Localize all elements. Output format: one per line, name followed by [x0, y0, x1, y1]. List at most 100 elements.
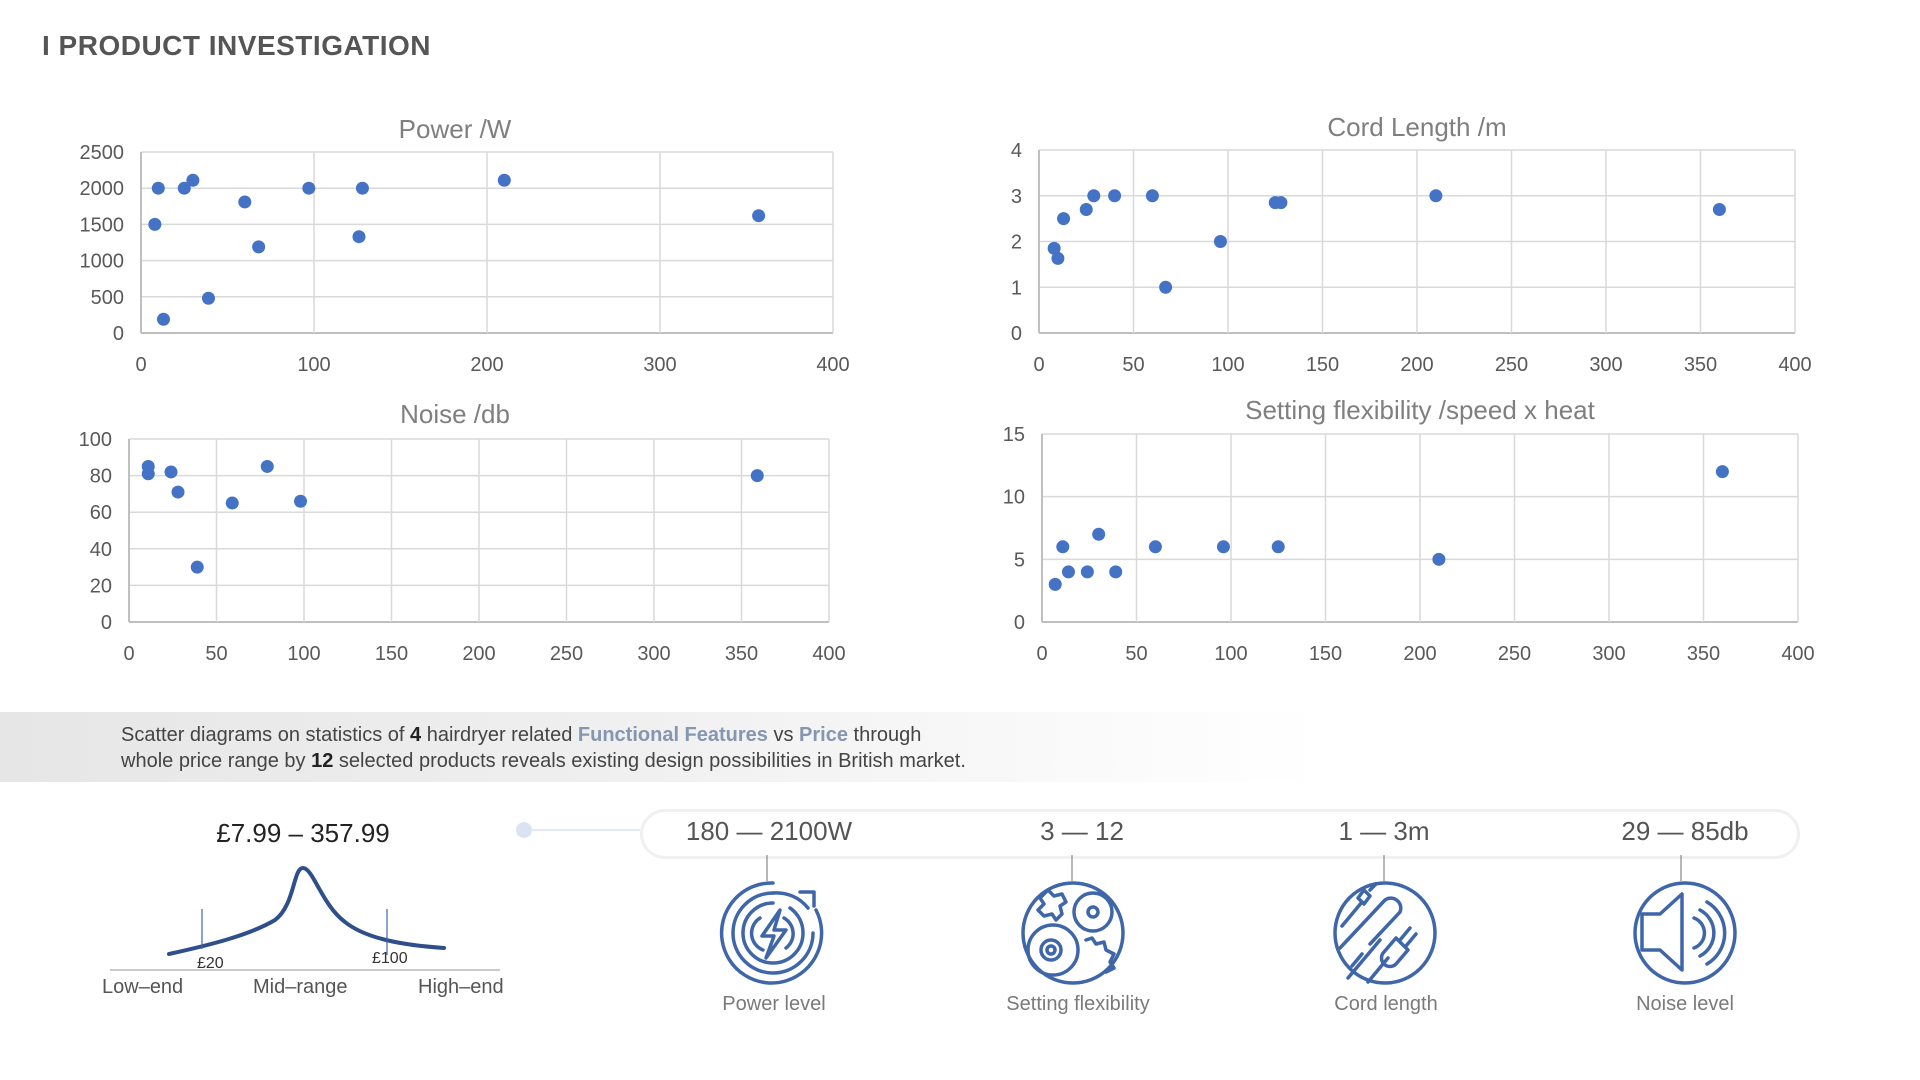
- highlight-price: Price: [799, 724, 848, 746]
- x-tick-label: 0: [1033, 354, 1044, 376]
- feature-count: 4: [410, 724, 422, 746]
- data-point: [260, 459, 274, 473]
- page-title: I PRODUCT INVESTIGATION: [42, 30, 431, 61]
- x-tick-label: 200: [462, 643, 495, 665]
- data-point: [1061, 565, 1075, 579]
- summary-line-2: whole price range by 12 selected product…: [121, 748, 966, 774]
- marker-label-20: £20: [197, 955, 224, 972]
- feature-range-bar: [640, 809, 1800, 859]
- text: Scatter diagrams on statistics of: [121, 724, 411, 746]
- x-tick-label: 50: [1125, 643, 1147, 665]
- data-point: [1159, 280, 1173, 294]
- data-point: [164, 465, 178, 479]
- text: through: [847, 724, 922, 746]
- x-tick-label: 150: [1306, 354, 1339, 376]
- data-point: [1712, 202, 1726, 216]
- chart-2: Cord Length /m 0 1 2 3 4 0 50 100 150 200 250 300 350…: [1011, 112, 1812, 376]
- price-distribution-curve: £20 £100: [110, 865, 500, 972]
- y-tick-label: 15: [1003, 424, 1025, 446]
- data-point: [1109, 565, 1123, 579]
- gears-icon: [1021, 881, 1125, 985]
- data-point: [294, 494, 307, 508]
- data-point: [1051, 251, 1065, 265]
- y-tick-label: 1500: [80, 214, 125, 236]
- segment-low-end: Low–end: [102, 976, 184, 998]
- data-point: [252, 240, 266, 254]
- x-tick-label: 250: [1498, 643, 1531, 665]
- x-tick-label: 100: [287, 643, 320, 665]
- data-point: [497, 173, 511, 187]
- x-tick-label: 50: [1122, 354, 1144, 376]
- y-tick-label: 80: [90, 466, 112, 488]
- y-tick-label: 1: [1011, 277, 1022, 299]
- y-tick-label: 2000: [80, 178, 125, 200]
- power-level-label: Power level: [722, 993, 826, 1015]
- x-tick-label: 400: [1778, 354, 1811, 376]
- chart-title: Setting flexibility /speed x heat: [1245, 395, 1596, 425]
- y-tick-label: 60: [90, 502, 112, 524]
- text: whole price range by: [121, 750, 312, 772]
- x-tick-label: 250: [550, 643, 583, 665]
- y-tick-label: 40: [90, 539, 112, 561]
- x-tick-label: 350: [1687, 643, 1720, 665]
- data-point: [1057, 212, 1071, 226]
- data-point: [148, 217, 162, 231]
- data-point: [1056, 540, 1070, 554]
- y-tick-label: 20: [90, 575, 112, 597]
- power-range: 180 — 2100W: [685, 816, 853, 846]
- text: vs: [767, 724, 800, 746]
- x-tick-label: 300: [643, 354, 676, 376]
- y-tick-label: 500: [91, 287, 124, 309]
- data-point: [1087, 189, 1101, 203]
- marker-label-100: £100: [372, 950, 408, 967]
- y-tick-label: 100: [79, 429, 112, 451]
- x-tick-label: 100: [297, 354, 330, 376]
- noise-level-label: Noise level: [1636, 993, 1734, 1015]
- x-tick-label: 200: [1400, 354, 1433, 376]
- x-tick-label: 300: [1592, 643, 1625, 665]
- x-tick-label: 0: [1036, 643, 1047, 665]
- x-tick-label: 150: [1309, 643, 1342, 665]
- x-tick-label: 350: [725, 643, 758, 665]
- data-point: [752, 209, 766, 223]
- data-point: [1080, 565, 1094, 579]
- data-point: [1274, 196, 1288, 210]
- y-tick-label: 5: [1014, 549, 1025, 571]
- chart-1: Power /W 0 500 1000 1500 2000 2500 0 100 200 300 40…: [80, 114, 850, 376]
- speaker-icon: [1633, 881, 1737, 985]
- x-tick-label: 250: [1495, 354, 1528, 376]
- segment-mid-range: Mid–range: [253, 976, 348, 998]
- data-point: [156, 312, 170, 326]
- data-point: [151, 181, 165, 195]
- setting-flexibility-label: Setting flexibility: [1006, 993, 1150, 1015]
- x-tick-label: 200: [470, 354, 503, 376]
- data-point: [186, 173, 200, 187]
- y-tick-label: 0: [1011, 323, 1022, 345]
- y-tick-label: 0: [101, 612, 112, 634]
- data-point: [1092, 527, 1106, 541]
- chart-title: Cord Length /m: [1327, 112, 1506, 142]
- x-tick-label: 0: [135, 354, 146, 376]
- summary-banner: [0, 712, 1320, 782]
- data-point: [1429, 189, 1443, 203]
- data-point: [177, 181, 191, 195]
- y-tick-label: 0: [113, 323, 124, 345]
- data-point: [141, 467, 155, 481]
- distribution-curve: [167, 865, 446, 956]
- y-tick-label: 10: [1003, 487, 1025, 509]
- data-point: [1715, 465, 1729, 479]
- data-point: [238, 195, 252, 209]
- data-point: [190, 560, 204, 574]
- y-tick-label: 0: [1014, 612, 1025, 634]
- x-tick-label: 0: [123, 643, 134, 665]
- y-tick-label: 2: [1011, 232, 1022, 254]
- noise-range: 29 — 85db: [1621, 816, 1749, 846]
- chart-3: Noise /db 0 20 40 60 80 100 0 50 100 150 200 250 300 3…: [79, 399, 846, 665]
- x-tick-label: 350: [1684, 354, 1717, 376]
- cord-range: 1 — 3m: [1338, 816, 1430, 846]
- text: hairdryer related: [421, 724, 578, 746]
- data-point: [171, 485, 185, 499]
- data-point: [1079, 202, 1093, 216]
- data-point: [302, 181, 316, 195]
- data-point: [1047, 241, 1061, 255]
